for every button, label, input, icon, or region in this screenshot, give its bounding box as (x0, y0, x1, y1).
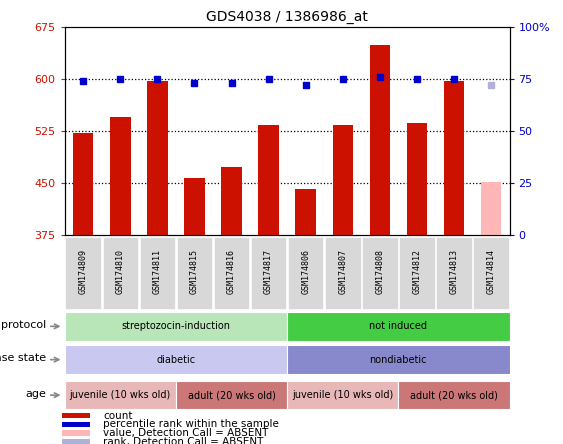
Text: adult (20 wks old): adult (20 wks old) (410, 390, 498, 400)
Text: GSM174806: GSM174806 (301, 249, 310, 294)
Bar (73, 133, 93, 235)
Bar (481, 182, 501, 235)
Text: juvenile (10 wks old): juvenile (10 wks old) (292, 390, 394, 400)
Bar (444, 81, 464, 235)
FancyBboxPatch shape (102, 237, 138, 309)
Text: disease state: disease state (0, 353, 47, 363)
Text: GSM174808: GSM174808 (376, 249, 385, 294)
Text: GSM174811: GSM174811 (153, 249, 162, 294)
Title: GDS4038 / 1386986_at: GDS4038 / 1386986_at (206, 10, 368, 24)
Bar (258, 125, 279, 235)
FancyBboxPatch shape (436, 237, 472, 309)
FancyBboxPatch shape (251, 237, 287, 309)
FancyBboxPatch shape (177, 237, 212, 309)
Bar (333, 125, 353, 235)
Bar (62, 430, 90, 436)
Text: GSM174812: GSM174812 (412, 249, 421, 294)
Text: diabetic: diabetic (157, 355, 195, 365)
FancyBboxPatch shape (287, 381, 399, 409)
Bar (62, 413, 90, 418)
FancyBboxPatch shape (65, 237, 101, 309)
FancyBboxPatch shape (65, 381, 176, 409)
FancyBboxPatch shape (399, 381, 510, 409)
FancyBboxPatch shape (288, 237, 324, 309)
Text: GSM174807: GSM174807 (338, 249, 347, 294)
FancyBboxPatch shape (362, 237, 397, 309)
FancyBboxPatch shape (287, 312, 510, 341)
Bar (369, 45, 390, 235)
Text: rank, Detection Call = ABSENT: rank, Detection Call = ABSENT (103, 436, 263, 444)
FancyBboxPatch shape (65, 312, 287, 341)
Text: adult (20 wks old): adult (20 wks old) (187, 390, 275, 400)
Text: GSM174813: GSM174813 (449, 249, 458, 294)
Text: GSM174816: GSM174816 (227, 249, 236, 294)
Text: GSM174810: GSM174810 (116, 249, 125, 294)
Bar (184, 178, 205, 235)
Text: value, Detection Call = ABSENT: value, Detection Call = ABSENT (103, 428, 269, 438)
Text: nondiabetic: nondiabetic (369, 355, 427, 365)
Bar (62, 422, 90, 427)
Bar (221, 167, 242, 235)
Bar (62, 439, 90, 444)
FancyBboxPatch shape (214, 237, 249, 309)
Bar (110, 117, 131, 235)
Bar (296, 190, 316, 235)
Text: protocol: protocol (1, 320, 47, 330)
FancyBboxPatch shape (399, 237, 435, 309)
Text: GSM174815: GSM174815 (190, 249, 199, 294)
Text: GSM174817: GSM174817 (264, 249, 273, 294)
Text: percentile rank within the sample: percentile rank within the sample (103, 419, 279, 429)
Text: count: count (103, 411, 132, 421)
FancyBboxPatch shape (473, 237, 509, 309)
Text: age: age (26, 388, 47, 399)
FancyBboxPatch shape (65, 345, 287, 374)
Text: not induced: not induced (369, 321, 427, 331)
FancyBboxPatch shape (176, 381, 287, 409)
Bar (147, 81, 168, 235)
Text: GSM174814: GSM174814 (486, 249, 495, 294)
FancyBboxPatch shape (325, 237, 360, 309)
Text: juvenile (10 wks old): juvenile (10 wks old) (70, 390, 171, 400)
FancyBboxPatch shape (140, 237, 175, 309)
Text: GSM174809: GSM174809 (79, 249, 88, 294)
Bar (406, 123, 427, 235)
Text: streptozocin-induction: streptozocin-induction (122, 321, 230, 331)
FancyBboxPatch shape (287, 345, 510, 374)
